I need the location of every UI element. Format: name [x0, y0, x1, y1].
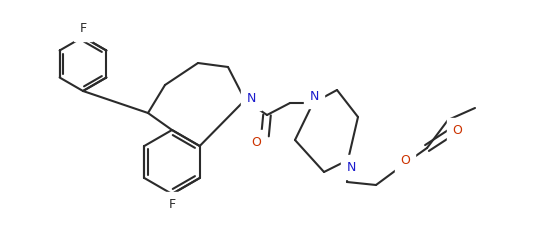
Text: N: N	[346, 160, 356, 174]
Text: O: O	[400, 154, 410, 166]
Text: N: N	[309, 89, 319, 103]
Text: O: O	[452, 123, 462, 137]
Text: N: N	[246, 92, 256, 104]
Text: F: F	[80, 23, 87, 35]
Text: F: F	[169, 198, 176, 210]
Text: O: O	[251, 136, 261, 148]
